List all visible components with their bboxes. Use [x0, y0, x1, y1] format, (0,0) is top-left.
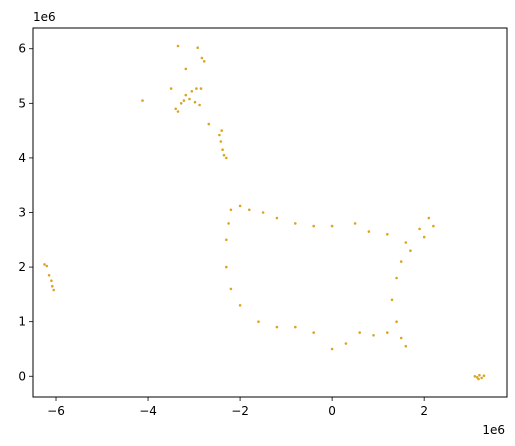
scatter-point [390, 298, 394, 302]
y-tick-label: 6 [18, 42, 26, 56]
scatter-point [169, 87, 173, 90]
scatter-point [238, 304, 242, 307]
scatter-point [386, 233, 389, 236]
scatter-point [344, 342, 348, 345]
y-axis: 0 1 2 3 4 5 6 [18, 42, 33, 383]
scatter-point [176, 44, 180, 48]
scatter-point [399, 260, 403, 263]
scatter-point [218, 133, 221, 137]
scatter-point [409, 249, 412, 252]
scatter-point [174, 107, 177, 111]
scatter-point [220, 129, 223, 132]
scatter-point [275, 325, 279, 329]
scatter-point [222, 153, 226, 157]
scatter-point [312, 331, 316, 334]
y-tick-label: 4 [18, 151, 26, 165]
scatter-point [141, 99, 144, 102]
scatter-point [47, 274, 51, 277]
scatter-point [195, 87, 198, 90]
y-tick-label: 0 [18, 369, 26, 383]
scatter-point [190, 90, 194, 93]
scatter-point [395, 320, 398, 324]
scatter-point [330, 347, 334, 351]
scatter-point [473, 375, 477, 378]
scatter-point [404, 344, 408, 348]
scatter-point [372, 334, 375, 337]
scatter-point [395, 276, 398, 280]
scatter-point [198, 103, 201, 107]
y-offset-label: 1e6 [33, 10, 56, 24]
scatter-point [294, 325, 297, 329]
scatter-point [179, 102, 183, 105]
scatter-point [427, 216, 431, 220]
scatter-point [202, 60, 206, 63]
scatter-point [52, 288, 55, 292]
scatter-point [229, 208, 233, 212]
scatter-point [51, 284, 54, 288]
scatter-point [312, 224, 316, 228]
scatter-point [225, 156, 228, 160]
scatter-point [207, 122, 211, 126]
scatter-point [184, 93, 188, 97]
x-tick-label: 0 [328, 404, 336, 418]
scatter-point [199, 87, 203, 90]
scatter-point [45, 264, 49, 268]
y-tick-label: 2 [18, 260, 26, 274]
scatter-point [238, 204, 242, 208]
scatter-point [43, 263, 46, 266]
scatter-point [219, 140, 223, 143]
scatter-point [182, 99, 186, 102]
scatter-point [200, 56, 204, 60]
scatter-point [404, 241, 408, 244]
scatter-point [257, 320, 260, 324]
scatter-point [358, 331, 362, 334]
scatter-point [482, 374, 486, 378]
scatter-point [294, 222, 297, 225]
scatter-point [225, 265, 228, 269]
scatter-point [227, 222, 230, 225]
scatter-point [229, 287, 233, 291]
x-offset-label: 1e6 [482, 423, 505, 437]
scatter-point [478, 373, 481, 377]
y-tick-label: 1 [18, 315, 26, 329]
plot-area-frame [32, 27, 508, 398]
x-tick-label: −6 [47, 404, 65, 418]
scatter-point [193, 100, 197, 104]
x-tick-label: −2 [231, 404, 249, 418]
scatter-point [261, 211, 265, 214]
scatter-point [418, 227, 421, 231]
scatter-point [480, 376, 484, 380]
scatter-point [367, 230, 371, 233]
scatter-point [353, 222, 357, 225]
x-tick-label: 2 [420, 404, 428, 418]
scatter-point [225, 238, 228, 242]
y-tick-label: 3 [18, 206, 26, 220]
scatter-point [196, 46, 199, 49]
scatter-point [275, 216, 279, 220]
scatter-point [248, 208, 251, 212]
y-tick-label: 5 [18, 96, 26, 110]
scatter-point [188, 97, 191, 101]
x-axis: −6 −4 −2 0 2 [47, 397, 428, 418]
scatter-point [422, 235, 426, 239]
scatter-point [50, 279, 53, 283]
scatter-point [176, 110, 180, 113]
scatter-point [399, 336, 403, 340]
scatter-point [386, 331, 389, 334]
scatter-point [330, 224, 334, 228]
x-tick-label: −4 [139, 404, 157, 418]
scatter-point [477, 377, 480, 381]
scatter-point [432, 224, 435, 228]
scatter-point [221, 148, 224, 151]
scatter-points-layer [43, 44, 486, 381]
scatter-point [184, 67, 188, 71]
